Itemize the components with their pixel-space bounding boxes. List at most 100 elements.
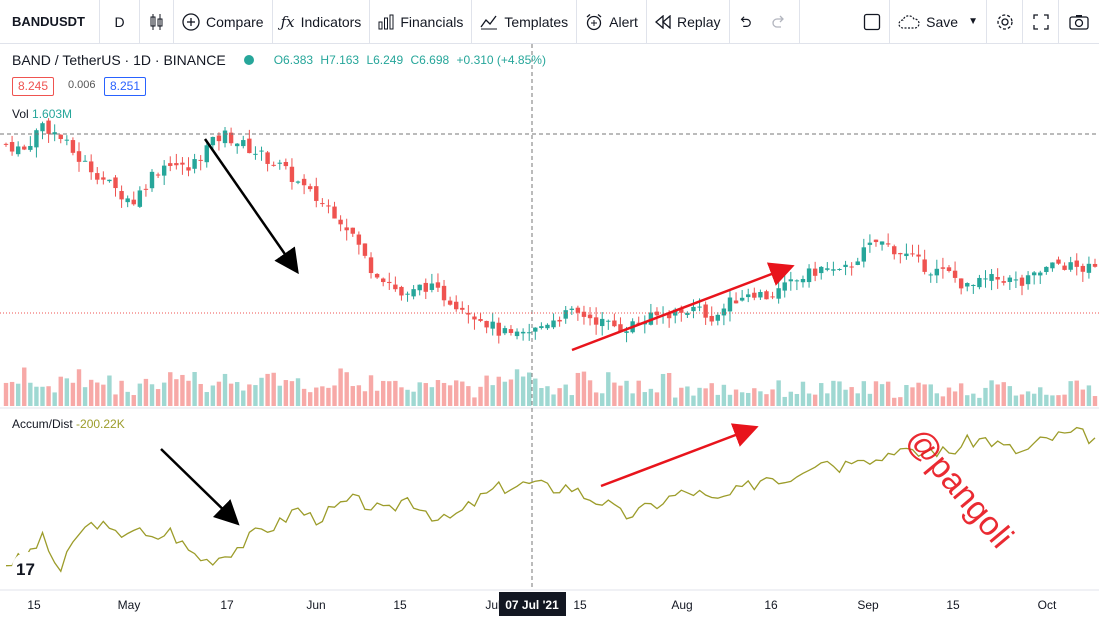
replay-button[interactable]: Replay xyxy=(647,0,730,44)
volume-bar xyxy=(898,397,903,406)
candle-body xyxy=(478,319,483,321)
candle-body xyxy=(606,320,611,322)
redo-button[interactable] xyxy=(760,0,800,44)
candle-body xyxy=(539,326,544,328)
volume-bar xyxy=(283,380,289,406)
candle-body xyxy=(119,191,124,200)
volume-bar xyxy=(399,387,404,406)
replay-label: Replay xyxy=(676,13,721,30)
candle-body xyxy=(940,267,946,269)
candle-body xyxy=(764,291,769,300)
candle-body xyxy=(916,254,921,257)
volume-bar xyxy=(879,384,885,406)
volume-bar xyxy=(168,372,173,406)
volume-bar xyxy=(307,392,313,406)
accum-dist-label: Accum/Dist xyxy=(12,417,73,431)
volume-bar xyxy=(545,386,550,406)
volume-bar xyxy=(174,379,179,406)
alert-button[interactable]: Alert xyxy=(577,0,647,44)
candle-body xyxy=(429,283,435,290)
candle-body xyxy=(934,268,940,276)
chart-canvas[interactable]: @pangoli 17 15 May 17 Jun 15 Jul 15 Aug 16 Sep 15 O… xyxy=(0,44,1099,621)
candle-body xyxy=(28,145,33,150)
symbol-search-button[interactable]: BANDUSDT xyxy=(0,0,100,44)
candle-body xyxy=(958,278,964,289)
undo-icon xyxy=(740,15,751,27)
volume-bar xyxy=(125,391,130,406)
compare-button[interactable]: Compare xyxy=(174,0,273,44)
candle-body xyxy=(983,278,988,280)
candle-body xyxy=(143,188,149,190)
volume-bar xyxy=(1013,395,1019,406)
volume-bar xyxy=(28,382,33,406)
candle-body xyxy=(332,206,337,219)
fullscreen-button[interactable] xyxy=(1023,0,1059,44)
candle-body xyxy=(241,140,246,147)
volume-bar xyxy=(380,380,386,406)
buy-price-button[interactable]: 8.251 xyxy=(104,77,147,96)
volume-bar xyxy=(533,378,538,406)
volume-bar xyxy=(210,385,216,406)
chart-type-button[interactable] xyxy=(140,0,174,44)
volume-bar xyxy=(484,375,489,406)
volume-bar xyxy=(1074,380,1079,406)
volume-bar xyxy=(417,382,422,406)
settings-button[interactable] xyxy=(987,0,1023,44)
volume-bar xyxy=(137,383,143,406)
volume-bar xyxy=(569,395,574,406)
volume-bar xyxy=(350,386,355,406)
candles-icon xyxy=(150,13,162,30)
volume-bar xyxy=(277,385,282,406)
volume-bar xyxy=(496,376,501,406)
save-button[interactable]: Save ▼ xyxy=(890,0,987,44)
candle-body xyxy=(1080,265,1086,272)
snapshot-button[interactable] xyxy=(1059,0,1099,44)
volume-bar xyxy=(727,394,733,406)
candle-body xyxy=(520,331,526,334)
volume-label: Vol xyxy=(12,107,29,121)
candle-body xyxy=(247,138,252,154)
indicators-button[interactable]: ƒx Indicators xyxy=(273,0,371,44)
volume-bar xyxy=(3,382,9,406)
candle-body xyxy=(174,163,179,166)
candle-body xyxy=(989,274,994,281)
tradingview-logo-icon: 17 xyxy=(12,552,44,584)
volume-bar xyxy=(733,389,739,406)
x-axis-ticks: 15 May 17 Jun 15 Jul 15 Aug 16 Sep 15 Oct xyxy=(27,598,1057,612)
volume-bar xyxy=(119,380,124,406)
volume-bar xyxy=(9,381,15,406)
candle-body xyxy=(739,297,745,301)
candle-body xyxy=(204,145,209,163)
candle-body xyxy=(155,174,161,176)
candle-body xyxy=(374,273,380,278)
volume-bar xyxy=(271,372,276,406)
volume-bar xyxy=(301,388,307,406)
volume-bar xyxy=(222,373,228,406)
undo-button[interactable] xyxy=(730,0,760,44)
fullscreen-layout-button[interactable] xyxy=(854,0,891,44)
candle-body xyxy=(320,203,325,205)
volume-bar xyxy=(58,376,63,406)
volume-bar xyxy=(1056,395,1061,406)
volume-bar xyxy=(82,387,88,406)
volume-bar xyxy=(314,387,319,406)
volume-bar xyxy=(965,395,970,406)
candle-body xyxy=(514,331,520,337)
volume-bar xyxy=(581,371,587,406)
candle-body xyxy=(733,300,739,304)
financials-button[interactable]: Financials xyxy=(370,0,473,44)
redo-icon xyxy=(772,15,784,28)
candle-body xyxy=(137,190,143,207)
candle-body xyxy=(1068,262,1073,270)
interval-button[interactable]: D xyxy=(100,0,140,44)
volume-bar xyxy=(770,389,775,406)
volume-bar xyxy=(606,372,611,406)
volume-bar xyxy=(131,395,136,406)
candle-body xyxy=(1013,279,1019,281)
volume-bar xyxy=(873,381,879,406)
volume-bar xyxy=(952,391,958,406)
sell-price-button[interactable]: 8.245 xyxy=(12,77,55,96)
templates-button[interactable]: Templates xyxy=(472,0,578,44)
candle-body xyxy=(898,253,903,255)
volume-bar xyxy=(679,387,684,406)
